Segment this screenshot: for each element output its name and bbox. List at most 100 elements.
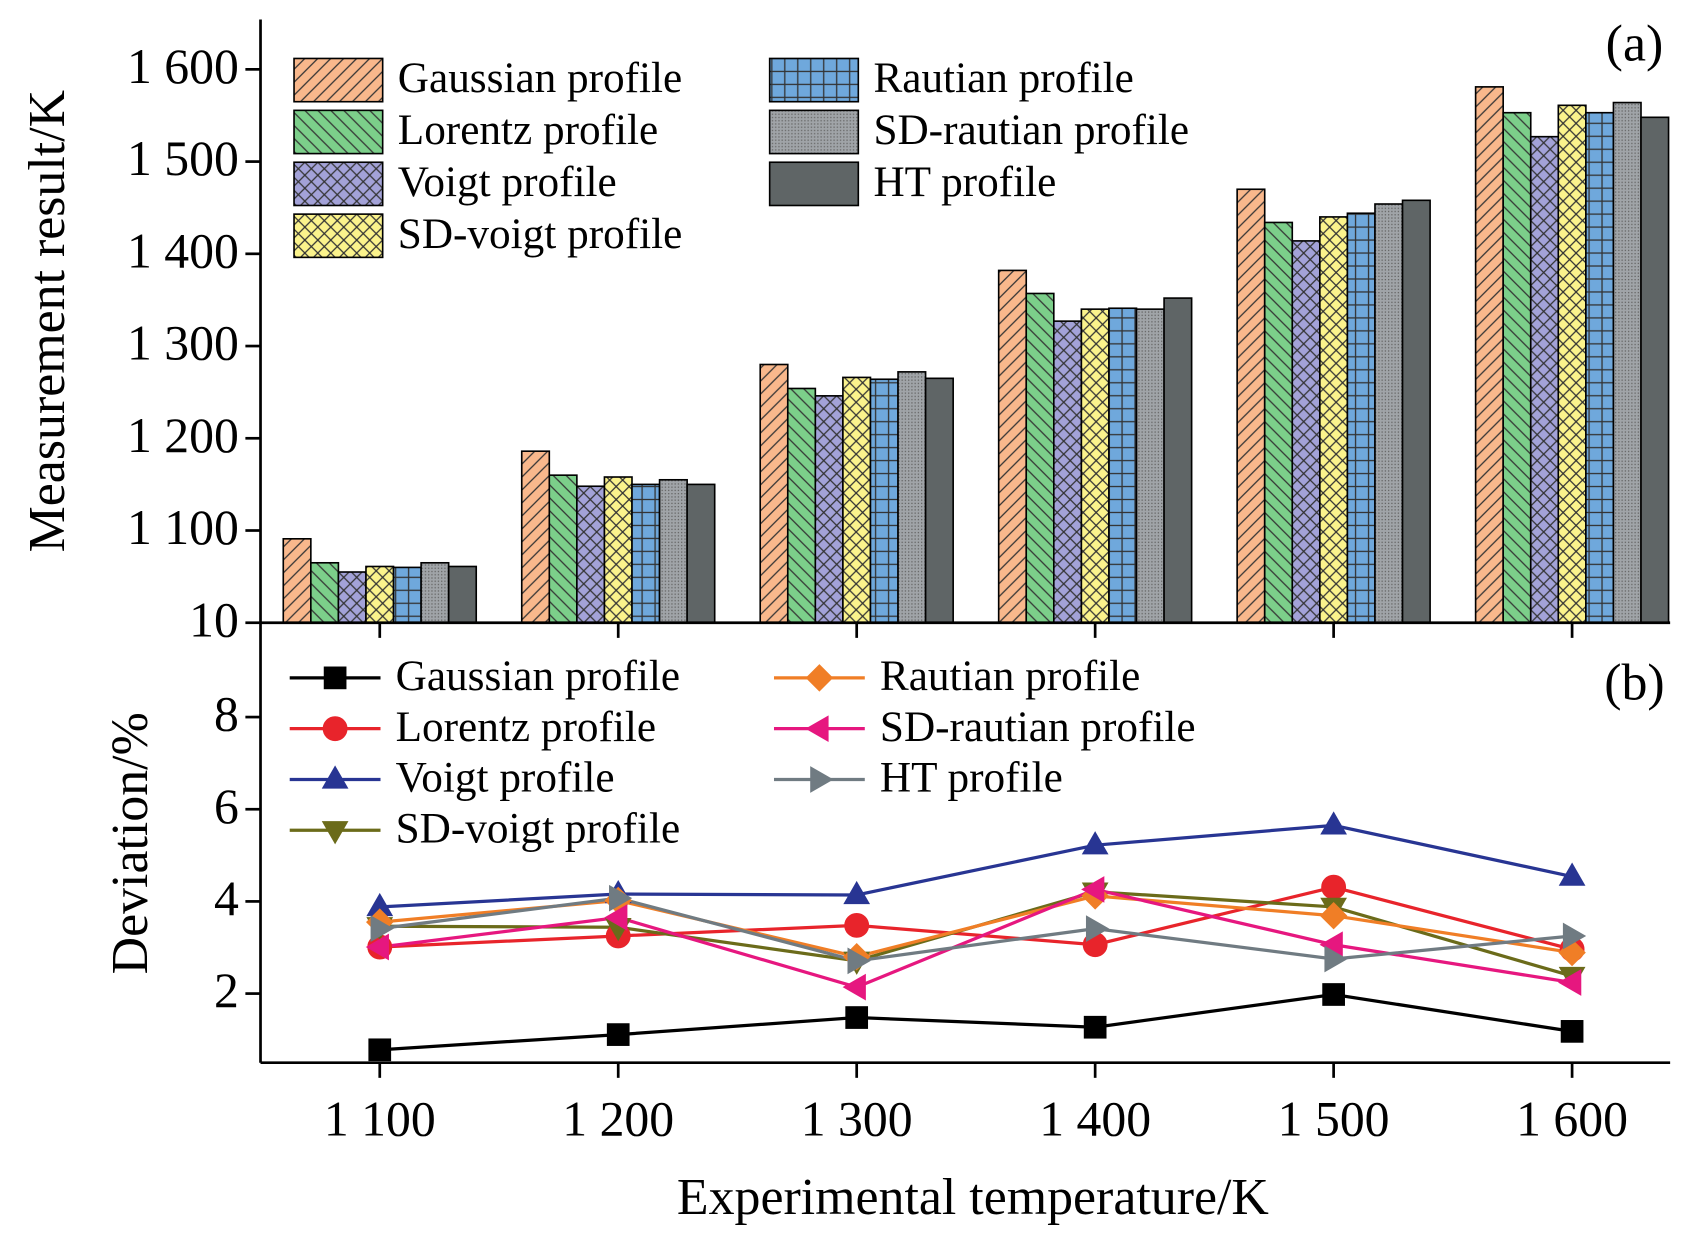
bar bbox=[1529, 135, 1560, 624]
bar bbox=[1401, 199, 1431, 624]
bar bbox=[997, 269, 1028, 624]
y-tick-label: 1 500 bbox=[127, 131, 239, 186]
x-tick-label: 1 400 bbox=[1039, 1092, 1151, 1147]
legend-swatch bbox=[768, 57, 860, 103]
bar bbox=[1557, 104, 1587, 624]
bar bbox=[1502, 111, 1532, 624]
marker bbox=[1558, 969, 1582, 996]
bar bbox=[897, 371, 927, 624]
legend-label: Gaussian profile bbox=[396, 652, 680, 700]
bar bbox=[1291, 240, 1321, 624]
bar bbox=[759, 363, 789, 624]
marker bbox=[365, 933, 389, 961]
bar bbox=[1612, 101, 1642, 624]
bar bbox=[924, 377, 954, 624]
legend-label: Lorentz profile bbox=[396, 703, 656, 751]
bar bbox=[814, 395, 844, 624]
bar bbox=[1263, 221, 1294, 624]
marker bbox=[1081, 876, 1105, 903]
marker bbox=[1558, 862, 1586, 886]
y-tick-label: 1 100 bbox=[127, 500, 239, 555]
bar bbox=[1052, 320, 1083, 624]
legend-label: SD-rautian profile bbox=[880, 703, 1196, 751]
legend-marker bbox=[322, 716, 348, 742]
legend-label: SD-voigt profile bbox=[396, 804, 680, 852]
bar bbox=[1135, 308, 1165, 624]
marker bbox=[842, 973, 866, 1001]
legend-marker bbox=[321, 821, 349, 845]
bar bbox=[520, 450, 551, 624]
marker bbox=[1322, 983, 1345, 1006]
legend-swatch bbox=[293, 213, 384, 259]
marker bbox=[1085, 915, 1110, 942]
bar bbox=[686, 483, 716, 624]
legend-label: Rautian profile bbox=[880, 652, 1140, 700]
bar bbox=[365, 565, 395, 624]
marker bbox=[845, 1006, 869, 1029]
legend-marker bbox=[321, 765, 349, 789]
bar bbox=[310, 561, 340, 624]
bar bbox=[1640, 116, 1670, 624]
legend-label: Voigt profile bbox=[398, 158, 617, 206]
marker bbox=[370, 915, 394, 942]
bar bbox=[1474, 86, 1504, 624]
bar bbox=[786, 387, 817, 624]
y-tick-label: 4 bbox=[214, 871, 239, 926]
bar bbox=[1585, 111, 1615, 624]
panel-label: (a) bbox=[1606, 16, 1664, 73]
marker bbox=[844, 912, 870, 938]
bar bbox=[658, 478, 688, 624]
y-tick-label: 2 bbox=[214, 963, 239, 1018]
legend-label: HT profile bbox=[873, 158, 1056, 206]
bar bbox=[842, 376, 872, 624]
legend-label: Gaussian profile bbox=[398, 54, 682, 102]
marker bbox=[1081, 831, 1109, 855]
legend-swatch bbox=[768, 161, 860, 207]
y-tick-label: 1 400 bbox=[127, 223, 239, 278]
legend-label: HT profile bbox=[880, 754, 1063, 802]
legend-label: Lorentz profile bbox=[398, 106, 658, 154]
panel-label: (b) bbox=[1604, 655, 1665, 712]
marker bbox=[368, 1038, 392, 1062]
legend-swatch bbox=[293, 161, 384, 207]
bar bbox=[548, 474, 578, 624]
bar bbox=[420, 561, 450, 624]
bar bbox=[603, 476, 633, 624]
legend-label: SD-voigt profile bbox=[398, 210, 682, 258]
x-tick-label: 1 100 bbox=[324, 1092, 436, 1147]
x-tick-label: 1 500 bbox=[1278, 1092, 1390, 1147]
x-tick-label: 1 200 bbox=[562, 1092, 674, 1147]
legend-swatch bbox=[293, 109, 384, 155]
legend-marker bbox=[805, 715, 829, 743]
legend-swatch bbox=[293, 57, 384, 103]
marker bbox=[604, 904, 628, 931]
marker bbox=[1560, 1020, 1584, 1043]
line bbox=[379, 885, 1573, 951]
bar bbox=[392, 566, 422, 624]
y-tick-label: 6 bbox=[214, 779, 239, 834]
line bbox=[379, 896, 1573, 963]
y-tick-label: 1 200 bbox=[127, 408, 239, 463]
bar bbox=[1236, 188, 1266, 624]
marker bbox=[843, 880, 871, 905]
marker bbox=[1324, 945, 1348, 973]
bar bbox=[1319, 216, 1349, 624]
y-tick-label: 1 600 bbox=[127, 39, 239, 94]
bar bbox=[1346, 212, 1376, 624]
legend-label: Rautian profile bbox=[873, 54, 1133, 102]
legend-marker bbox=[810, 766, 834, 793]
bar bbox=[1080, 308, 1110, 624]
marker bbox=[1321, 874, 1347, 900]
y-axis-title: Deviation/% bbox=[102, 712, 159, 974]
bar bbox=[1108, 307, 1138, 624]
bar bbox=[447, 565, 478, 624]
marker bbox=[1319, 901, 1348, 930]
marker bbox=[847, 947, 871, 975]
bar bbox=[1374, 203, 1404, 624]
x-tick-label: 1 600 bbox=[1516, 1092, 1628, 1147]
bar bbox=[282, 538, 312, 624]
legend-marker bbox=[805, 664, 834, 692]
legend-swatch bbox=[768, 109, 860, 155]
marker bbox=[606, 1023, 630, 1046]
